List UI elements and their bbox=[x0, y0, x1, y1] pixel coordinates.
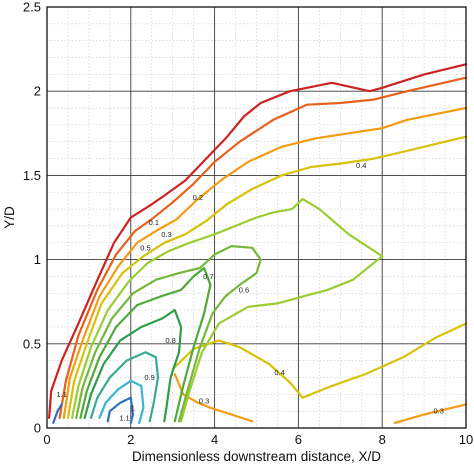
contour-label: 0.4 bbox=[356, 161, 366, 170]
contour-line-0-6 bbox=[75, 245, 262, 423]
contour-label: 0.3 bbox=[199, 397, 209, 406]
y-tick-label: 0.5 bbox=[23, 336, 41, 351]
y-tick-label: 0 bbox=[34, 421, 41, 436]
y-tick-label: 1.5 bbox=[23, 168, 41, 183]
x-tick-label: 0 bbox=[43, 432, 50, 447]
contour-label: 0.1 bbox=[149, 218, 159, 227]
contour-line-1 bbox=[98, 379, 145, 424]
contour-line-0-4 bbox=[171, 322, 468, 399]
major-grid bbox=[47, 7, 466, 428]
x-tick-label: 6 bbox=[295, 432, 302, 447]
y-axis-label: Y/D bbox=[2, 206, 17, 229]
x-tick-label: 4 bbox=[211, 432, 218, 447]
contour-label: 0.6 bbox=[239, 285, 249, 294]
y-tick-label: 2.5 bbox=[23, 0, 41, 15]
x-axis-label: Dimensionless downstream distance, X/D bbox=[132, 449, 381, 464]
contour-label: 0.3 bbox=[434, 407, 444, 416]
contour-line-0-4 bbox=[66, 135, 468, 419]
contour-label: 0.4 bbox=[274, 368, 284, 377]
contour-line-0-3 bbox=[393, 403, 468, 424]
contour-line-0-9 bbox=[89, 351, 160, 423]
contour-label: 0.5 bbox=[140, 243, 150, 252]
contour-label: 0.8 bbox=[165, 336, 175, 345]
x-tick-label: 2 bbox=[127, 432, 134, 447]
x-tick-label: 10 bbox=[459, 432, 473, 447]
contour-line-0-2 bbox=[58, 76, 468, 419]
contour-labels: 0.10.20.30.40.40.30.30.50.60.70.80.911.1… bbox=[56, 161, 444, 423]
contour-line-0-8 bbox=[83, 309, 183, 423]
contour-line-0-5 bbox=[71, 197, 384, 423]
contour-label: 1.1 bbox=[119, 413, 129, 422]
contour-label: 0.7 bbox=[203, 272, 213, 281]
contour-lines bbox=[48, 63, 468, 424]
y-axis-ticks: 0 0.5 1 1.5 2 2.5 bbox=[23, 0, 41, 436]
contour-line-1-1 bbox=[106, 396, 134, 424]
y-tick-label: 2 bbox=[34, 84, 41, 99]
contour-label: 0.2 bbox=[193, 193, 203, 202]
contour-label: 0.9 bbox=[144, 373, 154, 382]
contour-line-0-7 bbox=[79, 266, 212, 423]
contour-label: 0.3 bbox=[161, 230, 171, 239]
contour-line-1-1 bbox=[52, 403, 63, 424]
contour-label: 1.1 bbox=[56, 390, 66, 399]
plot-frame bbox=[46, 6, 467, 429]
x-tick-label: 8 bbox=[379, 432, 386, 447]
contour-line-0-1 bbox=[48, 63, 468, 419]
contour-line-0-3 bbox=[62, 106, 468, 419]
x-axis-ticks: 0 2 4 6 8 10 bbox=[43, 432, 473, 447]
contour-label: 1 bbox=[131, 403, 135, 412]
y-tick-label: 1 bbox=[34, 252, 41, 267]
